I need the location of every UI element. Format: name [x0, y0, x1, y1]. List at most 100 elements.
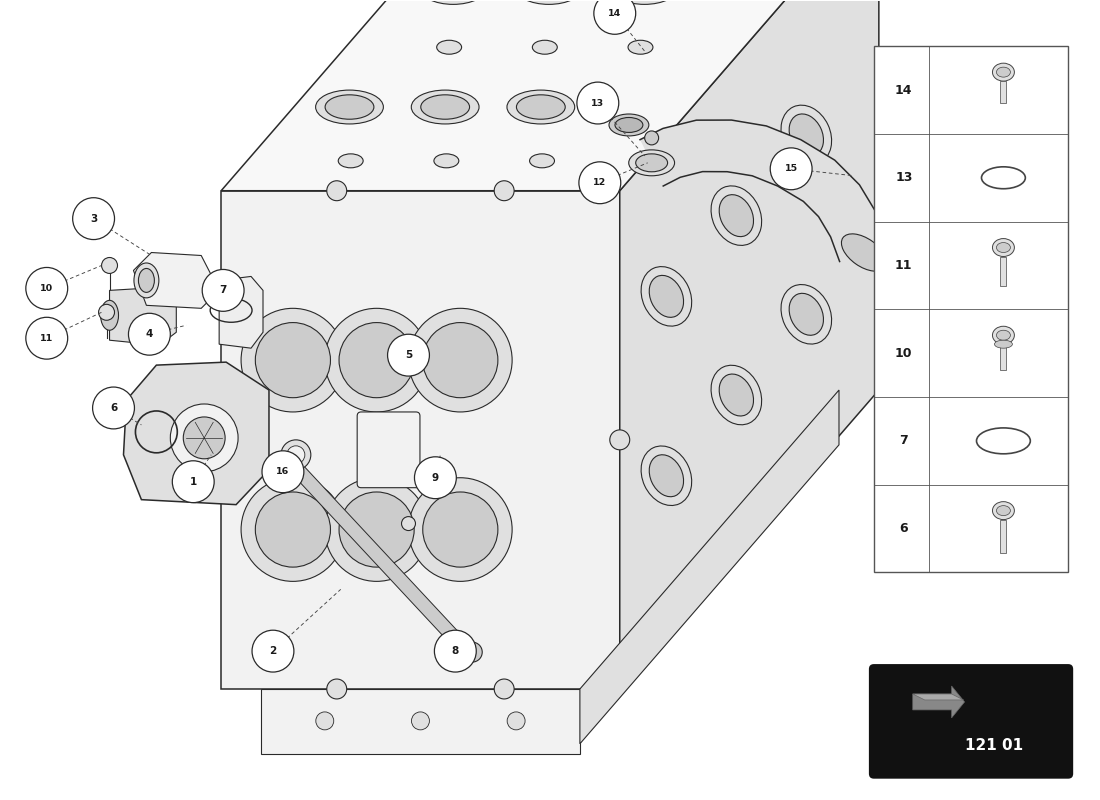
- Ellipse shape: [781, 105, 832, 165]
- Polygon shape: [261, 689, 580, 754]
- Ellipse shape: [402, 517, 416, 530]
- Polygon shape: [640, 120, 888, 262]
- Ellipse shape: [994, 340, 1012, 348]
- Text: 14: 14: [895, 83, 913, 97]
- Text: 13: 13: [592, 98, 604, 107]
- Ellipse shape: [462, 642, 482, 662]
- Polygon shape: [580, 390, 839, 744]
- Ellipse shape: [170, 404, 238, 472]
- Ellipse shape: [610, 0, 679, 4]
- Ellipse shape: [494, 181, 514, 201]
- Ellipse shape: [997, 242, 1011, 253]
- Text: 4: 4: [145, 330, 153, 339]
- Ellipse shape: [641, 446, 692, 506]
- Ellipse shape: [992, 326, 1014, 344]
- Ellipse shape: [241, 478, 344, 582]
- Ellipse shape: [719, 374, 754, 416]
- FancyBboxPatch shape: [869, 664, 1074, 778]
- Ellipse shape: [992, 238, 1014, 257]
- Polygon shape: [133, 253, 219, 308]
- Ellipse shape: [516, 95, 565, 119]
- Ellipse shape: [507, 90, 574, 124]
- Text: 10: 10: [895, 346, 913, 360]
- Polygon shape: [221, 0, 879, 190]
- Ellipse shape: [324, 308, 428, 412]
- Ellipse shape: [711, 186, 761, 246]
- Ellipse shape: [280, 440, 311, 470]
- Ellipse shape: [507, 712, 525, 730]
- Circle shape: [202, 270, 244, 311]
- Text: 11: 11: [40, 334, 54, 342]
- Ellipse shape: [411, 712, 429, 730]
- Ellipse shape: [645, 131, 659, 145]
- Ellipse shape: [255, 492, 330, 567]
- Ellipse shape: [100, 300, 119, 330]
- Ellipse shape: [789, 294, 824, 335]
- Circle shape: [173, 461, 214, 502]
- Ellipse shape: [719, 194, 754, 237]
- Ellipse shape: [327, 181, 346, 201]
- Ellipse shape: [997, 67, 1011, 77]
- Text: 121 01: 121 01: [966, 738, 1023, 754]
- Circle shape: [25, 318, 68, 359]
- Text: 6: 6: [900, 522, 909, 535]
- Text: 10: 10: [41, 284, 53, 293]
- Ellipse shape: [628, 40, 653, 54]
- Ellipse shape: [327, 679, 346, 699]
- Polygon shape: [110, 287, 176, 345]
- Ellipse shape: [789, 114, 824, 156]
- Text: 9: 9: [432, 473, 439, 482]
- Text: 7: 7: [220, 286, 227, 295]
- Ellipse shape: [101, 258, 118, 274]
- Ellipse shape: [532, 40, 558, 54]
- Circle shape: [252, 630, 294, 672]
- Ellipse shape: [997, 506, 1011, 515]
- Bar: [873, 46, 1068, 572]
- Circle shape: [129, 314, 170, 355]
- Ellipse shape: [992, 63, 1014, 81]
- Circle shape: [92, 387, 134, 429]
- Circle shape: [576, 82, 619, 124]
- Text: 2: 2: [270, 646, 276, 656]
- Circle shape: [415, 457, 456, 498]
- Ellipse shape: [649, 275, 683, 318]
- Bar: [1000, 344, 1006, 370]
- Ellipse shape: [408, 478, 513, 582]
- Polygon shape: [123, 362, 270, 505]
- Ellipse shape: [211, 430, 231, 450]
- Ellipse shape: [422, 322, 498, 398]
- Ellipse shape: [326, 95, 374, 119]
- Ellipse shape: [316, 90, 384, 124]
- Ellipse shape: [992, 502, 1014, 519]
- Bar: [1000, 519, 1006, 554]
- Text: 7: 7: [900, 434, 909, 447]
- Ellipse shape: [997, 330, 1011, 340]
- Circle shape: [262, 451, 304, 493]
- Ellipse shape: [241, 308, 344, 412]
- Ellipse shape: [421, 95, 470, 119]
- Ellipse shape: [139, 269, 154, 292]
- Text: 12: 12: [593, 178, 606, 187]
- Ellipse shape: [433, 154, 459, 168]
- Text: 1: 1: [189, 477, 197, 486]
- Ellipse shape: [255, 322, 330, 398]
- Ellipse shape: [324, 478, 428, 582]
- Ellipse shape: [641, 266, 692, 326]
- Text: 11: 11: [895, 259, 913, 272]
- Ellipse shape: [134, 263, 158, 298]
- Ellipse shape: [339, 322, 415, 398]
- Text: 8: 8: [452, 646, 459, 656]
- Ellipse shape: [316, 712, 333, 730]
- Text: 13: 13: [895, 171, 913, 184]
- Polygon shape: [221, 190, 619, 689]
- Polygon shape: [913, 694, 964, 700]
- Ellipse shape: [609, 430, 629, 450]
- Ellipse shape: [494, 679, 514, 699]
- Text: 14: 14: [608, 9, 622, 18]
- Ellipse shape: [287, 446, 305, 464]
- Polygon shape: [290, 463, 465, 649]
- Ellipse shape: [99, 304, 114, 320]
- Polygon shape: [913, 686, 965, 718]
- Text: 3: 3: [90, 214, 97, 224]
- Circle shape: [579, 162, 620, 204]
